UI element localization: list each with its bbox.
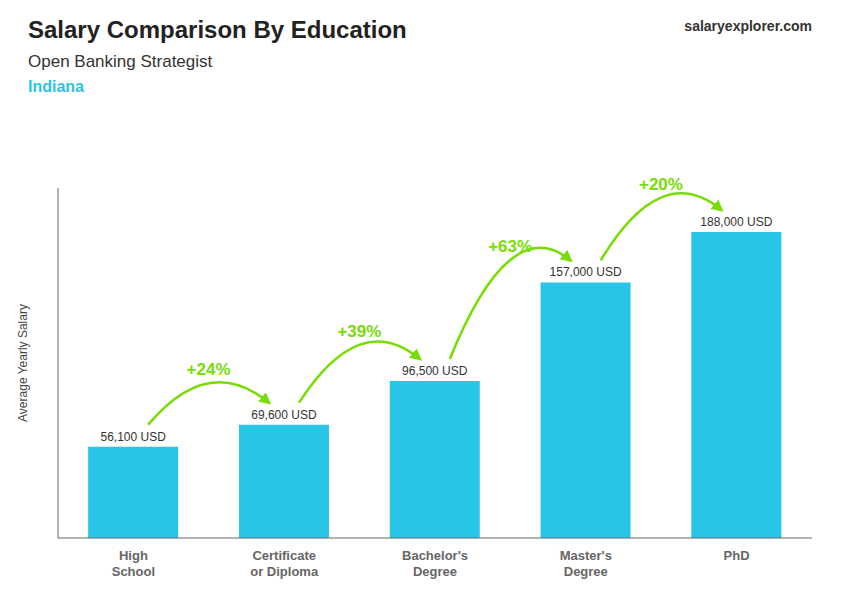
svg-text:HighSchool: HighSchool	[112, 548, 155, 579]
svg-text:157,000 USD: 157,000 USD	[550, 265, 622, 279]
svg-text:69,600 USD: 69,600 USD	[251, 408, 317, 422]
html-text:Salary Comparison By Education: Salary Comparison By Education	[28, 16, 407, 43]
svg-text:Certificateor Diploma: Certificateor Diploma	[250, 548, 319, 579]
svg-text:Bachelor'sDegree: Bachelor'sDegree	[402, 548, 468, 579]
html-text:salaryexplorer.com: salaryexplorer.com	[684, 18, 812, 34]
svg-text:Master'sDegree: Master'sDegree	[560, 548, 612, 579]
svg-text:+20%: +20%	[639, 175, 683, 194]
svg-text:56,100 USD: 56,100 USD	[100, 430, 166, 444]
svg-text:PhD: PhD	[724, 548, 750, 563]
svg-text:96,500 USD: 96,500 USD	[402, 364, 468, 378]
html-text:Open Banking Strategist: Open Banking Strategist	[28, 52, 213, 71]
svg-text:+39%: +39%	[337, 322, 381, 341]
svg-text:+63%: +63%	[488, 237, 532, 256]
svg-text:Average Yearly Salary: Average Yearly Salary	[16, 304, 30, 422]
svg-text:188,000 USD: 188,000 USD	[700, 215, 772, 229]
svg-text:+24%: +24%	[187, 360, 231, 379]
html-text:Indiana: Indiana	[28, 78, 84, 95]
